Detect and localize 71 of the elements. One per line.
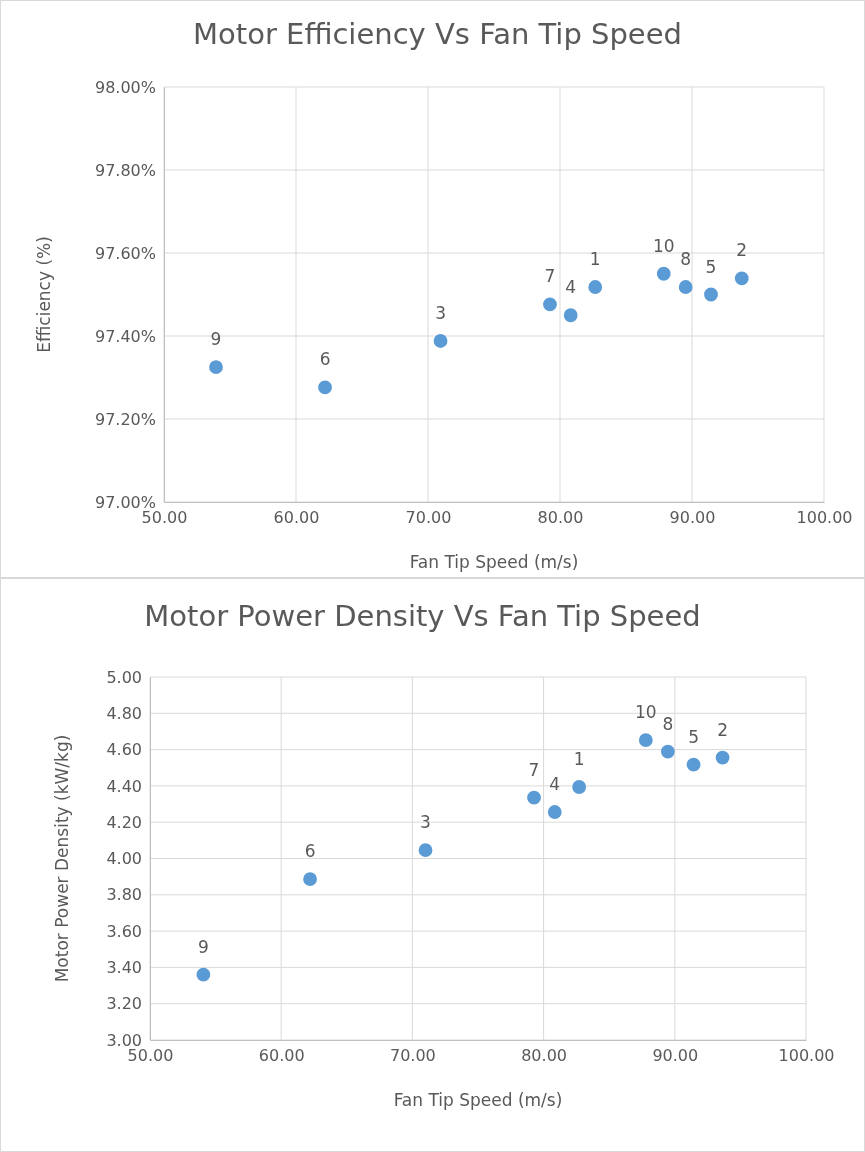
chart-title: Motor Efficiency Vs Fan Tip Speed bbox=[193, 17, 682, 51]
x-tick-label: 60.00 bbox=[258, 1046, 305, 1066]
point bbox=[572, 780, 587, 794]
point bbox=[686, 757, 701, 772]
y-tick-label: 98.00% bbox=[94, 77, 156, 97]
point bbox=[678, 280, 693, 294]
y-tick-label: 97.40% bbox=[94, 326, 156, 346]
y-tick-label: 97.80% bbox=[94, 160, 156, 180]
annotation: 7 bbox=[528, 759, 540, 780]
point bbox=[704, 287, 718, 302]
point bbox=[303, 872, 317, 887]
annotation: 1 bbox=[589, 249, 601, 270]
y-tick-label: 4.00 bbox=[106, 849, 142, 869]
x-tick-label: 90.00 bbox=[652, 1046, 699, 1066]
annotation: 5 bbox=[688, 726, 699, 747]
y-tick-label: 97.60% bbox=[94, 243, 156, 263]
point bbox=[318, 380, 332, 395]
x-tick-label: 60.00 bbox=[273, 508, 320, 528]
x-tick-label: 80.00 bbox=[521, 1046, 568, 1066]
x-tick-label: 70.00 bbox=[405, 508, 452, 528]
annotation: 6 bbox=[304, 841, 316, 862]
annotation: 2 bbox=[717, 719, 728, 740]
point bbox=[527, 790, 541, 805]
point bbox=[588, 280, 603, 294]
annotation: 8 bbox=[662, 713, 674, 734]
point bbox=[196, 967, 211, 982]
y-axis-title: Efficiency (%) bbox=[34, 236, 54, 353]
annotation: 2 bbox=[736, 240, 748, 261]
point bbox=[543, 297, 557, 312]
y-tick-label: 4.60 bbox=[106, 740, 142, 760]
annotation: 9 bbox=[197, 936, 209, 957]
annotation: 4 bbox=[549, 774, 561, 795]
y-tick-label: 3.40 bbox=[106, 958, 142, 978]
point bbox=[433, 334, 448, 348]
y-tick-label: 3.80 bbox=[106, 885, 142, 905]
point bbox=[638, 733, 653, 748]
annotation: 5 bbox=[705, 256, 717, 277]
x-tick-label: 100.00 bbox=[778, 1046, 835, 1066]
x-axis-title: Fan Tip Speed (m/s) bbox=[409, 552, 579, 572]
point bbox=[418, 843, 433, 858]
y-tick-label: 4.40 bbox=[106, 776, 142, 796]
chart-title: Motor Power Density Vs Fan Tip Speed bbox=[144, 599, 701, 633]
point bbox=[715, 750, 730, 765]
annotation: 10 bbox=[652, 235, 675, 256]
annotation: 1 bbox=[573, 748, 585, 769]
x-tick-label: 100.00 bbox=[796, 508, 853, 528]
x-tick-label: 70.00 bbox=[389, 1046, 436, 1066]
point bbox=[660, 744, 675, 759]
y-tick-label: 3.60 bbox=[106, 921, 142, 941]
point bbox=[656, 266, 671, 281]
y-tick-label: 3.20 bbox=[106, 994, 142, 1014]
annotation: 6 bbox=[319, 349, 331, 370]
point bbox=[734, 271, 749, 286]
point bbox=[563, 308, 578, 323]
annotation: 8 bbox=[680, 249, 692, 270]
y-tick-label: 4.20 bbox=[106, 812, 142, 832]
annotation: 7 bbox=[544, 266, 556, 287]
annotation: 10 bbox=[634, 702, 657, 723]
annotation: 4 bbox=[565, 277, 577, 298]
annotation: 3 bbox=[420, 812, 431, 833]
y-tick-label: 97.20% bbox=[94, 409, 156, 429]
y-tick-label: 5.00 bbox=[106, 667, 142, 687]
annotation: 9 bbox=[210, 329, 222, 350]
x-tick-label: 80.00 bbox=[537, 508, 584, 528]
x-axis-title: Fan Tip Speed (m/s) bbox=[393, 1090, 563, 1110]
y-tick-label: 4.80 bbox=[106, 703, 142, 723]
point bbox=[209, 360, 223, 375]
point bbox=[547, 805, 562, 819]
y-axis-title: Motor Power Density (kW/kg) bbox=[52, 734, 72, 983]
x-tick-label: 90.00 bbox=[669, 508, 716, 528]
annotation: 3 bbox=[435, 302, 446, 323]
